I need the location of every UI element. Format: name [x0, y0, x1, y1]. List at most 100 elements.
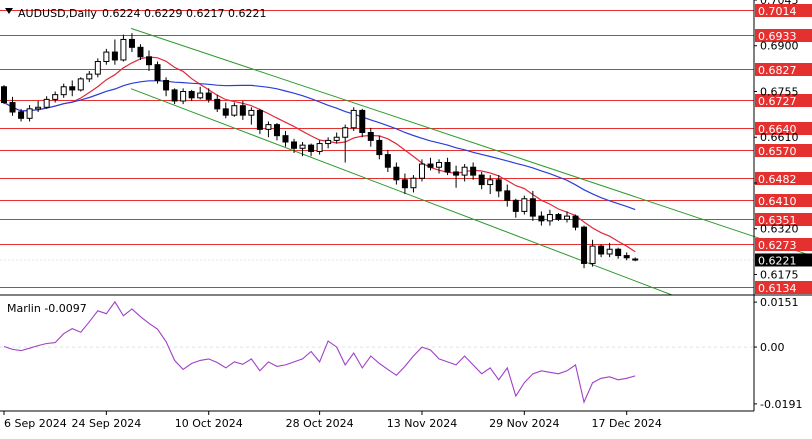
candle-bear: [401, 179, 408, 189]
ma-fast-line: [3, 56, 636, 253]
time-tick-label: 24 Sep 2024: [72, 417, 142, 430]
candle-bull: [60, 86, 67, 96]
current-price-label: 0.6221: [758, 254, 797, 267]
candle-bull: [333, 136, 340, 141]
price-tick-label: 0.6175: [760, 268, 799, 281]
candle-bear: [444, 161, 451, 173]
price-tick-label: 0.6755: [760, 85, 799, 98]
candle-bull: [299, 144, 306, 149]
candle-bear: [478, 174, 485, 186]
level-label-box: [755, 144, 812, 157]
candle-bear: [111, 51, 118, 61]
level-label: 0.6273: [758, 239, 797, 252]
candle-bear: [146, 56, 153, 66]
marlin-oscillator: [0, 300, 754, 404]
candle-bear: [504, 190, 511, 201]
candle-bear: [188, 90, 195, 99]
candle-bull: [487, 179, 494, 186]
candle-bear: [393, 166, 400, 181]
candle-bull: [325, 139, 332, 145]
level-label-box: [755, 172, 812, 185]
candle-bull: [103, 51, 110, 63]
candle-bull: [43, 98, 50, 108]
candle-bull: [461, 166, 468, 176]
candle-bull: [342, 127, 349, 138]
candle-bear: [239, 105, 246, 116]
candle-bull: [521, 198, 528, 212]
level-label-box: [755, 194, 812, 207]
candle-bull: [316, 143, 323, 152]
chart-header: AUDUSD,Daily 0.6224 0.6229 0.6217 0.6221: [5, 7, 266, 20]
candle-bear: [359, 109, 366, 134]
candle-bull: [86, 73, 93, 80]
oscillator-axis: 0.0151 0.00 -0.0191: [754, 296, 802, 411]
candle-bear: [529, 198, 536, 217]
level-label: 0.6727: [758, 95, 797, 108]
candle-bear: [623, 255, 630, 259]
candle-bear: [171, 89, 178, 102]
candle-bull: [546, 214, 553, 222]
ohlc-label: 0.6224 0.6229 0.6217 0.6221: [102, 7, 266, 20]
candle-bear: [453, 171, 460, 176]
candle-bull: [589, 245, 596, 264]
candle-bear: [512, 199, 519, 212]
time-tick-label: 10 Oct 2024: [175, 417, 243, 430]
candle-bull: [563, 215, 570, 220]
candle-bear: [137, 46, 144, 58]
level-label: 0.7014: [758, 5, 797, 18]
candle-bear: [538, 215, 545, 222]
symbol-label: AUDUSD,Daily: [18, 7, 97, 20]
candle-bear: [427, 163, 434, 168]
candle-bear: [632, 258, 639, 261]
candle-bear: [205, 92, 212, 100]
level-label-box: [755, 122, 812, 135]
current-price-box: [755, 253, 812, 267]
collapse-triangle-icon[interactable]: [5, 8, 13, 14]
level-label: 0.6482: [758, 173, 797, 186]
candle-bear: [555, 214, 562, 220]
ma-slow-line: [3, 80, 636, 211]
candle-bull: [35, 106, 42, 110]
marlin-tick-label: 0.0151: [760, 296, 799, 309]
price-tick-label: 0.6610: [760, 131, 799, 144]
time-tick-label: 29 Nov 2024: [489, 417, 559, 430]
level-label: 0.6351: [758, 214, 797, 227]
price-tick-label: 0.6320: [760, 223, 799, 236]
moving-averages: [3, 56, 636, 253]
channel-upper-line: [130, 27, 812, 257]
candle-bear: [598, 245, 605, 255]
candle-bear: [154, 64, 161, 81]
level-label-box: [755, 94, 812, 107]
candle-bull: [180, 90, 187, 102]
candle-bull: [606, 248, 613, 255]
candle-bear: [1, 86, 7, 104]
level-label: 0.6640: [758, 123, 797, 136]
candle-bear: [367, 132, 374, 141]
level-label-box: [755, 4, 812, 17]
candle-bear: [222, 108, 229, 116]
price-axis: 0.7014 0.6933 0.6827 0.6727 0.6640 0.6570 0.64…: [754, 0, 812, 295]
price-tick-label: 0.6900: [760, 40, 799, 53]
marlin-line: [3, 300, 636, 404]
level-label-box: [755, 238, 812, 251]
time-tick-label: 13 Nov 2024: [387, 417, 457, 430]
level-label-box: [755, 213, 812, 226]
time-axis: 6 Sep 2024 24 Sep 2024 10 Oct 2024 28 Oct 2…: [3, 411, 662, 430]
candle-bear: [273, 124, 280, 137]
candle-bear: [256, 109, 263, 130]
candle-bull: [197, 92, 204, 99]
level-label: 0.6933: [758, 30, 797, 43]
candle-bear: [214, 98, 221, 110]
candle-bear: [495, 179, 502, 192]
candle-bear: [581, 226, 588, 264]
candle-bull: [231, 105, 238, 116]
candle-bull: [350, 109, 357, 129]
candle-bear: [291, 141, 298, 149]
candle-bear: [376, 139, 383, 156]
candle-bear: [163, 79, 170, 91]
marlin-tick-label: -0.0191: [760, 398, 802, 411]
candle-bear: [9, 102, 16, 113]
candle-bear: [384, 154, 391, 168]
